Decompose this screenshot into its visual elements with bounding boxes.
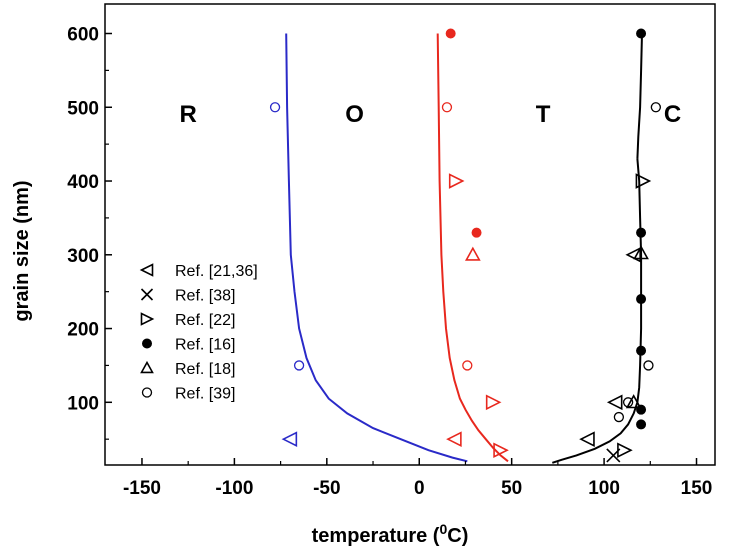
- data-point-open-circle: [613, 411, 625, 423]
- legend-label: Ref. [38]: [175, 288, 235, 305]
- data-point-open-circle: [643, 360, 654, 371]
- legend-label: Ref. [21,36]: [175, 263, 258, 280]
- data-point-open-circle: [269, 102, 281, 113]
- data-point-open-circle: [622, 397, 634, 408]
- legend-marker-triangle-right: [140, 312, 155, 326]
- axes: -150 -100 -50 0 50 100 150 100 200 300 400 500 600: [67, 25, 712, 499]
- data-point-triangle-right: [635, 173, 652, 189]
- data-point-triangle-left: [281, 431, 298, 447]
- legend-marker-open-circle: [141, 387, 153, 398]
- data-point-triangle-up: [633, 245, 649, 260]
- boundary-curve-black: [551, 158, 643, 464]
- legend-label: Ref. [22]: [175, 312, 235, 329]
- data-point-triangle-right: [617, 442, 633, 459]
- data-point-filled-circle: [636, 404, 647, 415]
- legend-label: Ref. [18]: [175, 361, 235, 378]
- x-tick-label: 150: [681, 478, 713, 499]
- boundary-curve-red: [436, 33, 509, 463]
- x-tick-label: -50: [313, 478, 340, 499]
- data-point-triangle-left: [606, 394, 623, 411]
- x-tick-label: 50: [501, 478, 522, 499]
- data-point-triangle-left: [446, 431, 462, 447]
- legend-marker-filled-circle: [142, 338, 152, 349]
- x-tick-label: -150: [123, 478, 161, 499]
- data-point-triangle-left: [625, 246, 641, 263]
- plot-frame: [104, 3, 716, 466]
- boundary-curve-black: [636, 33, 643, 159]
- y-axis-title: grain size (nm): [11, 180, 33, 321]
- data-point-filled-circle: [636, 345, 647, 356]
- phase-label-C: C: [664, 101, 681, 128]
- legend-marker-triangle-left: [139, 263, 154, 277]
- phase-label-R: R: [180, 101, 197, 128]
- boundary-curve-blue: [285, 33, 468, 463]
- x-tick-label: 0: [414, 478, 425, 499]
- data-point-filled-circle: [636, 227, 647, 238]
- data-point-triangle-right: [485, 394, 502, 411]
- phase-label-T: T: [536, 101, 551, 128]
- data-point-filled-circle: [445, 28, 456, 39]
- data-point-filled-circle: [636, 419, 647, 430]
- y-tick-label: 200: [67, 320, 99, 341]
- x-axis-title-main: temperature (: [312, 525, 440, 547]
- legend-marker-cross: [140, 288, 154, 301]
- x-tick-label: -100: [215, 478, 253, 499]
- x-axis-title-sup: 0: [439, 521, 447, 537]
- x-axis-title-tail: C): [447, 525, 468, 547]
- y-tick-label: 600: [67, 25, 99, 46]
- data-point-open-circle: [293, 360, 305, 371]
- x-axis-title: temperature (0C): [312, 521, 469, 547]
- y-tick-label: 300: [67, 246, 99, 267]
- data-point-open-circle: [441, 102, 453, 113]
- data-point-filled-circle: [636, 28, 647, 39]
- x-tick-label: 100: [588, 478, 620, 499]
- data-point-triangle-right: [448, 173, 465, 189]
- data-point-triangle-up: [625, 394, 642, 409]
- legend-label: Ref. [16]: [175, 337, 235, 354]
- legend-label: Ref. [39]: [175, 386, 235, 403]
- data-point-triangle-right: [493, 442, 509, 459]
- phase-label-O: O: [345, 101, 364, 128]
- data-point-open-circle: [650, 102, 661, 113]
- y-tick-label: 100: [67, 393, 99, 414]
- data-point-open-circle: [462, 360, 473, 371]
- legend-marker-triangle-up: [140, 360, 154, 374]
- curves-layer: [285, 33, 643, 464]
- legend: Ref. [21,36] Ref. [38] Ref. [22] Ref. [16] R…: [139, 263, 258, 403]
- data-point-triangle-left: [579, 431, 595, 447]
- data-point-filled-circle: [471, 227, 482, 238]
- y-tick-label: 500: [67, 98, 99, 119]
- markers-layer: [269, 28, 661, 463]
- y-tick-label: 400: [67, 172, 99, 193]
- data-point-triangle-up: [464, 246, 481, 261]
- data-point-filled-circle: [636, 294, 647, 305]
